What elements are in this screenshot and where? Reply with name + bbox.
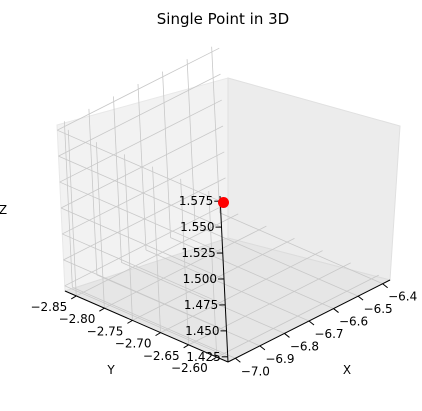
- grid-line-z: [60, 207, 225, 280]
- grid-line-z: [62, 233, 226, 306]
- grid-line-z: [58, 155, 222, 228]
- x-tick-mark: [308, 320, 315, 326]
- grid-line-x: [170, 237, 334, 309]
- data-point: [218, 197, 229, 208]
- y-tick-label: −2.80: [59, 312, 96, 326]
- ticks: −7.0−6.9−6.8−6.7−6.6−6.5−6.4−2.85−2.80−2…: [30, 194, 417, 378]
- grid-line-y: [216, 274, 379, 358]
- z-tick-label: 1.550: [180, 220, 214, 234]
- x-tick-label: −7.0: [241, 364, 270, 378]
- x-axis-label: X: [343, 363, 351, 377]
- grid: [57, 46, 383, 359]
- z-axis-label: Z: [0, 203, 7, 217]
- x-tick-label: −6.9: [265, 352, 294, 366]
- y-tick-mark: [99, 307, 105, 312]
- z-tick-label: 1.450: [185, 324, 219, 338]
- x-tick-label: −6.6: [339, 315, 368, 329]
- x-tick-label: −6.5: [364, 302, 393, 316]
- x-tick-label: −6.7: [314, 327, 343, 341]
- x-tick-mark: [333, 308, 339, 313]
- y-tick-label: −2.70: [115, 337, 152, 351]
- y-axis-label: Y: [106, 363, 115, 377]
- z-tick-label: 1.500: [183, 272, 217, 286]
- grid-line-z: [57, 47, 220, 131]
- y-tick-mark: [211, 356, 218, 361]
- grid-line-z: [63, 259, 227, 332]
- grid-line-x: [72, 286, 236, 359]
- x-tick-mark: [382, 283, 388, 289]
- y-tick-label: −2.60: [171, 361, 208, 375]
- grid-line-z: [64, 285, 228, 358]
- y-tick-label: −2.65: [143, 349, 180, 363]
- x-tick-label: −6.4: [388, 290, 417, 304]
- grid-line-z: [59, 181, 223, 254]
- z-tick-label: 1.475: [184, 298, 218, 312]
- y-tick-label: −2.85: [30, 300, 67, 314]
- y-tick-mark: [155, 332, 161, 337]
- z-tick-label: 1.425: [186, 350, 220, 364]
- x-tick-mark: [284, 333, 290, 338]
- grid-line-x: [145, 249, 310, 322]
- x-tick-mark: [357, 295, 364, 301]
- x-tick-mark: [235, 357, 241, 363]
- y-tick-mark: [127, 319, 133, 324]
- chart-title: Single Point in 3D: [157, 10, 289, 28]
- x-tick-mark: [259, 345, 266, 351]
- y-axis-line: [64, 290, 229, 363]
- z-tick-label: 1.525: [181, 246, 215, 260]
- y-tick-mark: [183, 344, 189, 349]
- x-tick-label: −6.8: [290, 339, 319, 353]
- y-tick-label: −2.75: [87, 324, 124, 338]
- z-tick-label: 1.575: [179, 194, 213, 208]
- y-tick-mark: [70, 295, 77, 300]
- grid-line-x: [121, 262, 285, 334]
- points: [218, 197, 229, 208]
- grid-line-z: [57, 129, 221, 202]
- grid-line-x: [219, 212, 383, 285]
